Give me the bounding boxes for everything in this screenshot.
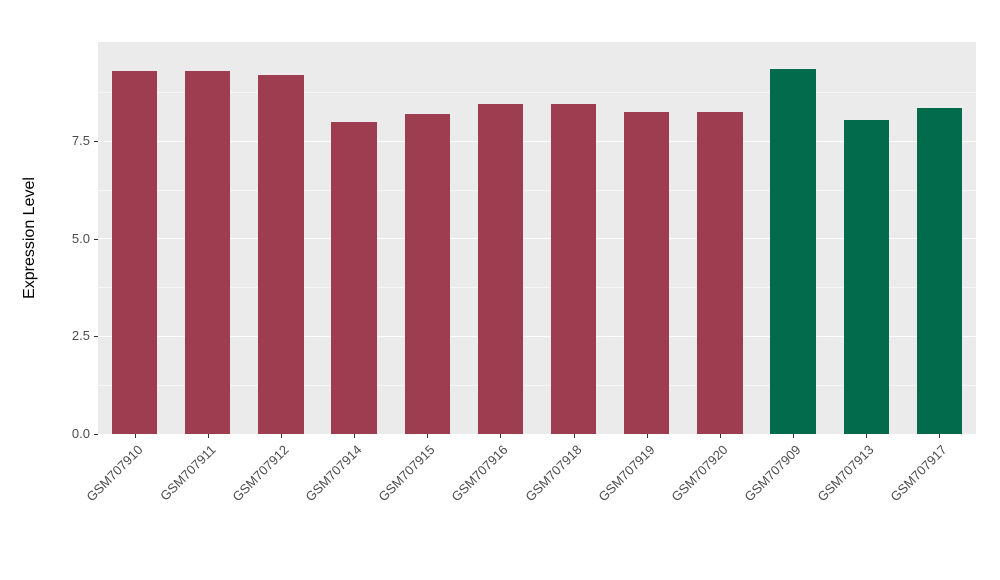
- y-tick-label: 5.0: [71, 230, 90, 246]
- x-tick-mark: [866, 434, 868, 438]
- x-tick-label-GSM707910: GSM707910: [82, 442, 146, 505]
- gridline-major: [98, 335, 976, 337]
- x-tick-label-GSM707911: GSM707911: [156, 442, 219, 504]
- x-tick-mark: [427, 434, 429, 438]
- plot-panel: [98, 42, 976, 435]
- gridline-major: [98, 433, 976, 435]
- bar-GSM707919: [624, 112, 670, 434]
- bar-GSM707913: [843, 120, 889, 434]
- x-tick-label-GSM707918: GSM707918: [521, 442, 585, 505]
- x-tick-label-GSM707915: GSM707915: [375, 442, 438, 505]
- bar-GSM707909: [770, 69, 816, 434]
- x-tick-mark: [500, 434, 502, 438]
- bar-GSM707912: [258, 75, 304, 434]
- x-tick-mark: [793, 434, 795, 438]
- y-tick-label: 0.0: [71, 426, 90, 441]
- gridline-minor: [98, 189, 976, 191]
- y-tick-label: 2.5: [71, 328, 90, 344]
- x-tick-label-GSM707916: GSM707916: [448, 442, 512, 505]
- x-tick-label-GSM707909: GSM707909: [741, 442, 804, 505]
- gridline-major: [98, 238, 976, 240]
- x-tick-mark: [354, 434, 356, 438]
- bar-GSM707914: [331, 121, 377, 434]
- x-tick-mark: [207, 434, 209, 438]
- gridline-minor: [98, 384, 976, 386]
- bar-GSM707920: [697, 112, 743, 434]
- bar-GSM707910: [111, 71, 158, 434]
- gridline-minor: [98, 92, 976, 94]
- x-tick-label-GSM707913: GSM707913: [814, 442, 877, 505]
- gridline-major: [98, 140, 976, 142]
- x-tick-mark: [134, 434, 136, 438]
- x-tick-mark: [719, 434, 721, 438]
- bar-GSM707915: [404, 114, 450, 434]
- bar-GSM707916: [477, 104, 524, 434]
- x-tick-label-GSM707919: GSM707919: [595, 442, 658, 505]
- gridline-minor: [98, 287, 976, 289]
- x-tick-label-GSM707914: GSM707914: [302, 442, 365, 505]
- y-tick-label: 7.5: [71, 133, 90, 149]
- bar-GSM707917: [916, 108, 963, 434]
- x-tick-label-GSM707912: GSM707912: [229, 442, 292, 505]
- x-tick-label-GSM707920: GSM707920: [668, 442, 731, 505]
- y-axis-title: Expression Level: [21, 177, 38, 299]
- x-tick-mark: [573, 434, 575, 438]
- x-tick-mark: [280, 434, 282, 438]
- bar-GSM707911: [185, 71, 231, 434]
- bar-GSM707918: [550, 104, 597, 434]
- x-tick-mark: [646, 434, 648, 438]
- x-tick-mark: [939, 434, 941, 438]
- x-tick-label-GSM707917: GSM707917: [887, 442, 951, 505]
